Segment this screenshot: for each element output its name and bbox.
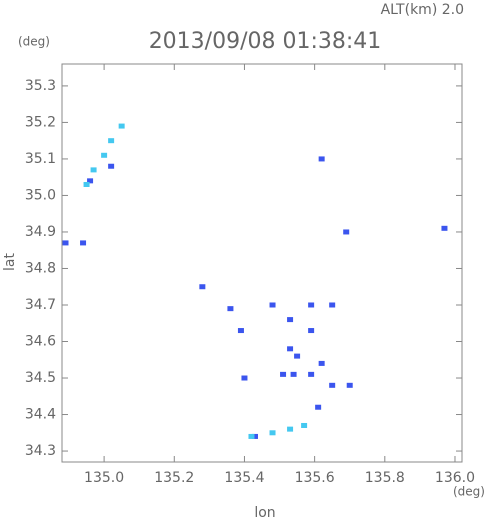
echo xyxy=(329,302,336,308)
y-tick-label: 35.3 xyxy=(25,78,56,94)
echo xyxy=(118,123,125,129)
echo xyxy=(248,433,255,439)
echo xyxy=(315,404,322,410)
echo xyxy=(62,240,69,246)
echo xyxy=(308,302,315,308)
echo xyxy=(441,225,448,231)
echo xyxy=(90,167,97,173)
x-unit: (deg) xyxy=(453,485,485,499)
x-tick-label: 135.4 xyxy=(224,470,264,486)
echo xyxy=(343,229,350,235)
echo xyxy=(108,138,115,144)
y-tick-label: 34.8 xyxy=(25,260,56,276)
x-tick-label: 136.0 xyxy=(435,470,475,486)
echo xyxy=(301,422,308,428)
y-tick-label: 34.4 xyxy=(25,407,56,423)
y-unit: (deg) xyxy=(18,35,50,49)
x-tick-label: 135.0 xyxy=(84,470,124,486)
echo xyxy=(308,328,315,334)
y-tick-label: 34.6 xyxy=(25,334,56,350)
x-tick-label: 135.6 xyxy=(295,470,335,486)
y-tick-label: 34.7 xyxy=(25,297,56,313)
echo xyxy=(80,240,87,246)
echo xyxy=(199,284,206,290)
echo xyxy=(346,382,353,388)
echo xyxy=(287,317,294,323)
y-tick-label: 35.1 xyxy=(25,151,56,167)
echo xyxy=(108,163,115,169)
plot-frame xyxy=(61,63,463,463)
x-tick-label: 135.8 xyxy=(365,470,405,486)
echo xyxy=(101,152,108,158)
echo xyxy=(269,430,276,436)
echo xyxy=(251,433,258,439)
echo xyxy=(329,382,336,388)
echo xyxy=(287,426,294,432)
x-tick-label: 135.2 xyxy=(154,470,194,486)
subtitle: ALT(km) 2.0 xyxy=(381,2,464,18)
y-axis-label: lat xyxy=(2,253,18,271)
echo xyxy=(318,156,325,162)
echo xyxy=(227,306,234,312)
y-tick-label: 35.2 xyxy=(25,114,56,130)
echo xyxy=(83,181,90,187)
echo xyxy=(290,371,297,377)
echo xyxy=(294,353,301,359)
echo xyxy=(318,360,325,366)
echo xyxy=(308,371,315,377)
chart-title: 2013/09/08 01:38:41 xyxy=(149,29,382,54)
y-tick-label: 34.5 xyxy=(25,370,56,386)
echo xyxy=(287,346,294,352)
y-tick-label: 35.0 xyxy=(25,187,56,203)
echo xyxy=(241,375,248,381)
echo xyxy=(237,328,244,334)
echo xyxy=(87,178,94,184)
y-tick-label: 34.9 xyxy=(25,224,56,240)
echo xyxy=(280,371,287,377)
echo xyxy=(269,302,276,308)
x-axis-label: lon xyxy=(254,505,275,521)
y-tick-label: 34.3 xyxy=(25,443,56,459)
